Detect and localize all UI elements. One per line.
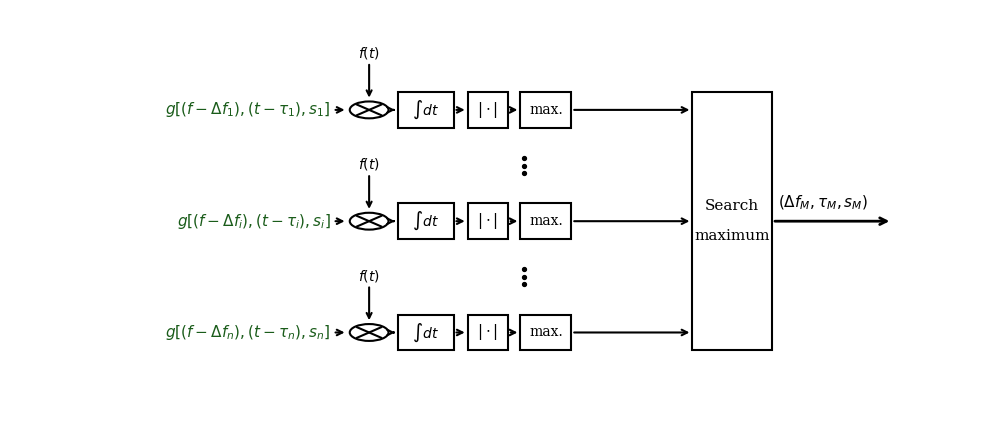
Text: $g[(f-\Delta f_1),(t-\tau_1),s_1]$: $g[(f-\Delta f_1),(t-\tau_1),s_1]$ [165,100,330,120]
Text: $f(t)$: $f(t)$ [358,268,380,283]
Text: $g[(f-\Delta f_n),(t-\tau_n),s_n]$: $g[(f-\Delta f_n),(t-\tau_n),s_n]$ [165,323,330,342]
Bar [468,92,508,127]
Text: $\int dt$: $\int dt$ [412,210,439,233]
Text: $\int dt$: $\int dt$ [412,321,439,344]
Text: $(\Delta f_M,\tau_M,s_M)$: $(\Delta f_M,\tau_M,s_M)$ [778,194,868,212]
Text: $\int dt$: $\int dt$ [412,99,439,121]
Text: $f(t)$: $f(t)$ [358,156,380,172]
Bar [692,92,772,350]
Bar [468,315,508,350]
Text: $g[(f-\Delta f_i),(t-\tau_i),s_i]$: $g[(f-\Delta f_i),(t-\tau_i),s_i]$ [177,212,330,231]
Text: $f(t)$: $f(t)$ [358,45,380,61]
Bar [520,92,571,127]
Bar [398,204,454,239]
Bar [398,315,454,350]
Text: max.: max. [529,325,563,339]
Text: max.: max. [529,214,563,228]
Text: $|\cdot|$: $|\cdot|$ [477,100,498,120]
Text: $|\cdot|$: $|\cdot|$ [477,322,498,343]
Bar [468,204,508,239]
Text: maximum: maximum [694,230,770,244]
Bar [520,204,571,239]
Text: $|\cdot|$: $|\cdot|$ [477,211,498,231]
Text: Search: Search [705,199,759,213]
Bar [520,315,571,350]
Bar [398,92,454,127]
Text: max.: max. [529,103,563,117]
